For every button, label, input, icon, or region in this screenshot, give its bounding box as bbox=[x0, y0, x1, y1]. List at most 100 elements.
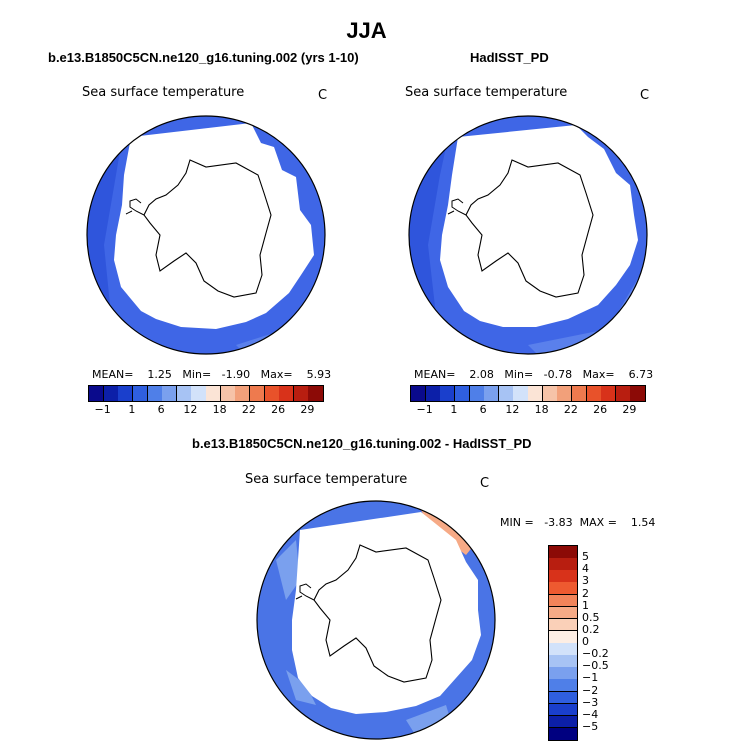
panel3-title: b.e13.B1850C5CN.ne120_g16.tuning.002 - H… bbox=[192, 436, 532, 451]
panel3-colorbar-swatch bbox=[549, 546, 577, 559]
panel2-colorbar-swatch bbox=[411, 386, 427, 401]
panel2-colorbar-tick-label: 26 bbox=[593, 403, 608, 416]
panel2-variable-label: Sea surface temperature bbox=[405, 85, 568, 100]
panel2-colorbar-tick-label: 29 bbox=[622, 403, 637, 416]
panel1-stats: MEAN= 1.25 Min= -1.90 Max= 5.93 bbox=[92, 368, 331, 381]
panel1-colorbar-swatch bbox=[132, 386, 148, 401]
panel1-peninsula-outline bbox=[125, 198, 145, 216]
panel3-sea-ice-mask bbox=[292, 512, 481, 714]
panel1-colorbar-tick-label: 29 bbox=[300, 403, 315, 416]
panel1-colorbar-swatch bbox=[264, 386, 280, 401]
panel3-colorbar-swatch bbox=[549, 582, 577, 595]
panel1-colorbar-swatch bbox=[191, 386, 207, 401]
panel1-colorbar-swatch bbox=[293, 386, 309, 401]
panel3-colorbar-swatch bbox=[549, 703, 577, 717]
panel3-map bbox=[256, 500, 496, 740]
panel1-colorbar-tick-label: 1 bbox=[128, 403, 136, 416]
panel2-colorbar-swatch bbox=[498, 386, 514, 401]
panel1-colorbar-tick-label: 22 bbox=[241, 403, 256, 416]
panel3-colorbar-tick-label: −2 bbox=[582, 683, 599, 697]
panel1-colorbar-swatch bbox=[147, 386, 163, 401]
panel3-colorbar-ticks: 5 4 3 2 1 0.5 0.2 0 −0.2 −0.5 −1 −2 −3 −4 −5 bbox=[582, 545, 642, 739]
panel2-units-label: C bbox=[640, 88, 650, 103]
panel2-map-border bbox=[408, 115, 648, 355]
panel3-colorbar-tick-label: −5 bbox=[582, 719, 599, 733]
page-title: JJA bbox=[346, 18, 387, 43]
panel2-colorbar-swatch bbox=[601, 386, 617, 401]
panel2-title: HadISST_PD bbox=[470, 50, 549, 65]
panel2-colorbar-tick-label: −1 bbox=[416, 403, 433, 416]
panel2-colorbar-swatch bbox=[615, 386, 631, 401]
panel2-colorbar-swatch bbox=[469, 386, 485, 401]
panel3-peninsula-outline bbox=[295, 583, 315, 601]
panel2-colorbar-tick-label: 12 bbox=[505, 403, 520, 416]
panel2-stats: MEAN= 2.08 Min= -0.78 Max= 6.73 bbox=[414, 368, 653, 381]
panel3-colorbar-swatch bbox=[549, 667, 577, 680]
panel3-colorbar-swatch bbox=[549, 558, 577, 571]
panel2-colorbar-tick-label: 6 bbox=[479, 403, 487, 416]
panel2-map bbox=[408, 115, 648, 355]
panel1-map-border bbox=[86, 115, 326, 355]
panel2-colorbar-swatch bbox=[586, 386, 602, 401]
panel1-colorbar-swatch bbox=[162, 386, 178, 401]
panel2-colorbar-swatch bbox=[513, 386, 529, 401]
panel3-colorbar-swatch bbox=[549, 630, 577, 644]
panel2-colorbar-swatch bbox=[425, 386, 441, 401]
panel3-colorbar-tick-label: 5 bbox=[582, 550, 589, 564]
panel3-colorbar-swatch bbox=[549, 727, 577, 741]
panel3-min-label: MIN = bbox=[500, 516, 534, 529]
panel2-mean-label: MEAN= bbox=[414, 368, 456, 381]
panel1-colorbar-swatch bbox=[249, 386, 265, 401]
panel1-max-label: Max= bbox=[260, 368, 293, 381]
panel3-colorbar-swatch bbox=[549, 606, 577, 620]
panel1-colorbar-tick-label: 6 bbox=[157, 403, 165, 416]
panel2-mean-value: 2.08 bbox=[469, 368, 494, 381]
panel1-colorbar-swatch bbox=[235, 386, 251, 401]
panel1-map bbox=[86, 115, 326, 355]
panel3-colorbar-tick-label: −1 bbox=[582, 671, 599, 685]
panel3-colorbar bbox=[548, 545, 578, 741]
panel1-antarctica-coastline bbox=[143, 159, 272, 298]
panel1-min-value: -1.90 bbox=[221, 368, 251, 381]
panel3-light-anomalies bbox=[276, 540, 452, 736]
panel3-colorbar-swatch bbox=[549, 594, 577, 608]
panel1-colorbar-swatch bbox=[220, 386, 236, 401]
panel1-colorbar-tick-label: 12 bbox=[183, 403, 198, 416]
panel3-colorbar-tick-label: −0.2 bbox=[582, 647, 609, 661]
panel3-max-label: MAX = bbox=[579, 516, 617, 529]
panel3-colorbar-swatch bbox=[549, 570, 577, 583]
panel1-max-value: 5.93 bbox=[306, 368, 332, 381]
panel2-peninsula-outline bbox=[447, 198, 467, 216]
panel1-min-label: Min= bbox=[182, 368, 212, 381]
panel1-title: b.e13.B1850C5CN.ne120_g16.tuning.002 (yr… bbox=[48, 50, 359, 65]
panel3-min-value: -3.83 bbox=[544, 516, 573, 529]
panel2-colorbar-swatch bbox=[542, 386, 558, 401]
panel3-colorbar-tick-label: 4 bbox=[582, 562, 589, 576]
panel2-colorbar-tick-label: 22 bbox=[563, 403, 578, 416]
panel2-colorbar-swatch bbox=[454, 386, 470, 401]
panel1-colorbar-swatch bbox=[103, 386, 119, 401]
panel3-colorbar-swatch bbox=[549, 715, 577, 729]
panel3-colorbar-tick-label: 0.2 bbox=[582, 622, 600, 636]
panel2-colorbar-swatch bbox=[571, 386, 587, 401]
panel3-units-label: C bbox=[480, 476, 490, 491]
panel3-colorbar-swatch bbox=[549, 643, 577, 656]
panel1-colorbar-swatch bbox=[89, 386, 105, 401]
panel2-max-value: 6.73 bbox=[628, 368, 654, 381]
panel2-colorbar-tick-label: 1 bbox=[450, 403, 458, 416]
panel2-colorbar-swatch bbox=[440, 386, 456, 401]
panel3-variable-label: Sea surface temperature bbox=[245, 472, 408, 487]
panel2-colorbar-ticks: −1 1 6 12 18 22 26 29 bbox=[410, 403, 644, 417]
panel3-colorbar-tick-label: −0.5 bbox=[582, 659, 609, 673]
panel3-antarctica-coastline bbox=[313, 544, 442, 683]
panel1-mean-label: MEAN= bbox=[92, 368, 134, 381]
panel1-colorbar-ticks: −1 1 6 12 18 22 26 29 bbox=[88, 403, 322, 417]
panel1-colorbar-tick-label: 18 bbox=[212, 403, 227, 416]
panel2-colorbar-tick-label: 18 bbox=[534, 403, 549, 416]
panel3-colorbar-tick-label: −3 bbox=[582, 695, 599, 709]
panel3-colorbar-swatch bbox=[549, 691, 577, 705]
panel1-colorbar-swatch bbox=[206, 386, 222, 401]
panel1-sea-ice-mask bbox=[114, 123, 314, 329]
panel1-mean-value: 1.25 bbox=[147, 368, 172, 381]
panel1-colorbar-swatch bbox=[118, 386, 134, 401]
